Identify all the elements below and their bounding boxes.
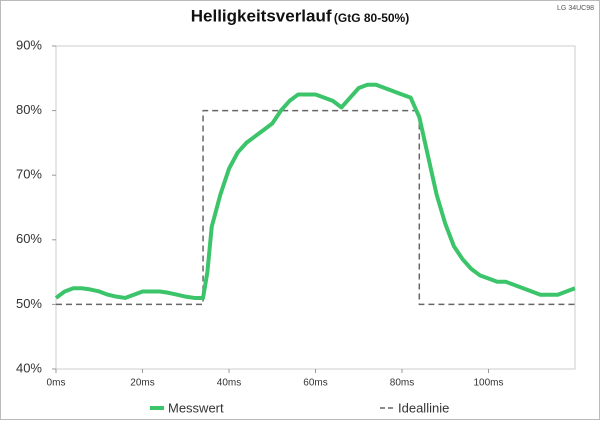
x-tick-label: 80ms xyxy=(390,378,414,389)
x-tick-label: 40ms xyxy=(217,378,241,389)
monitor-note: LG 34UC98 xyxy=(557,5,594,12)
x-tick-label: 60ms xyxy=(303,378,327,389)
y-tick-label: 90% xyxy=(16,37,42,52)
legend-label: Messwert xyxy=(168,400,224,415)
x-tick-label: 20ms xyxy=(130,378,154,389)
chart-title: Helligkeitsverlauf xyxy=(191,6,332,25)
y-tick-label: 80% xyxy=(16,102,42,117)
y-tick-label: 70% xyxy=(16,167,42,182)
y-tick-label: 50% xyxy=(16,296,42,311)
chart-subtitle: (GtG 80-50%) xyxy=(334,11,409,25)
x-tick-label: 0ms xyxy=(47,378,66,389)
x-tick-label: 100ms xyxy=(473,378,503,389)
y-tick-label: 40% xyxy=(16,360,42,375)
plot-area xyxy=(55,45,576,370)
series-line xyxy=(54,82,576,300)
series-line xyxy=(56,109,575,306)
legend-label: Ideallinie xyxy=(398,400,449,415)
y-tick-label: 60% xyxy=(16,231,42,246)
